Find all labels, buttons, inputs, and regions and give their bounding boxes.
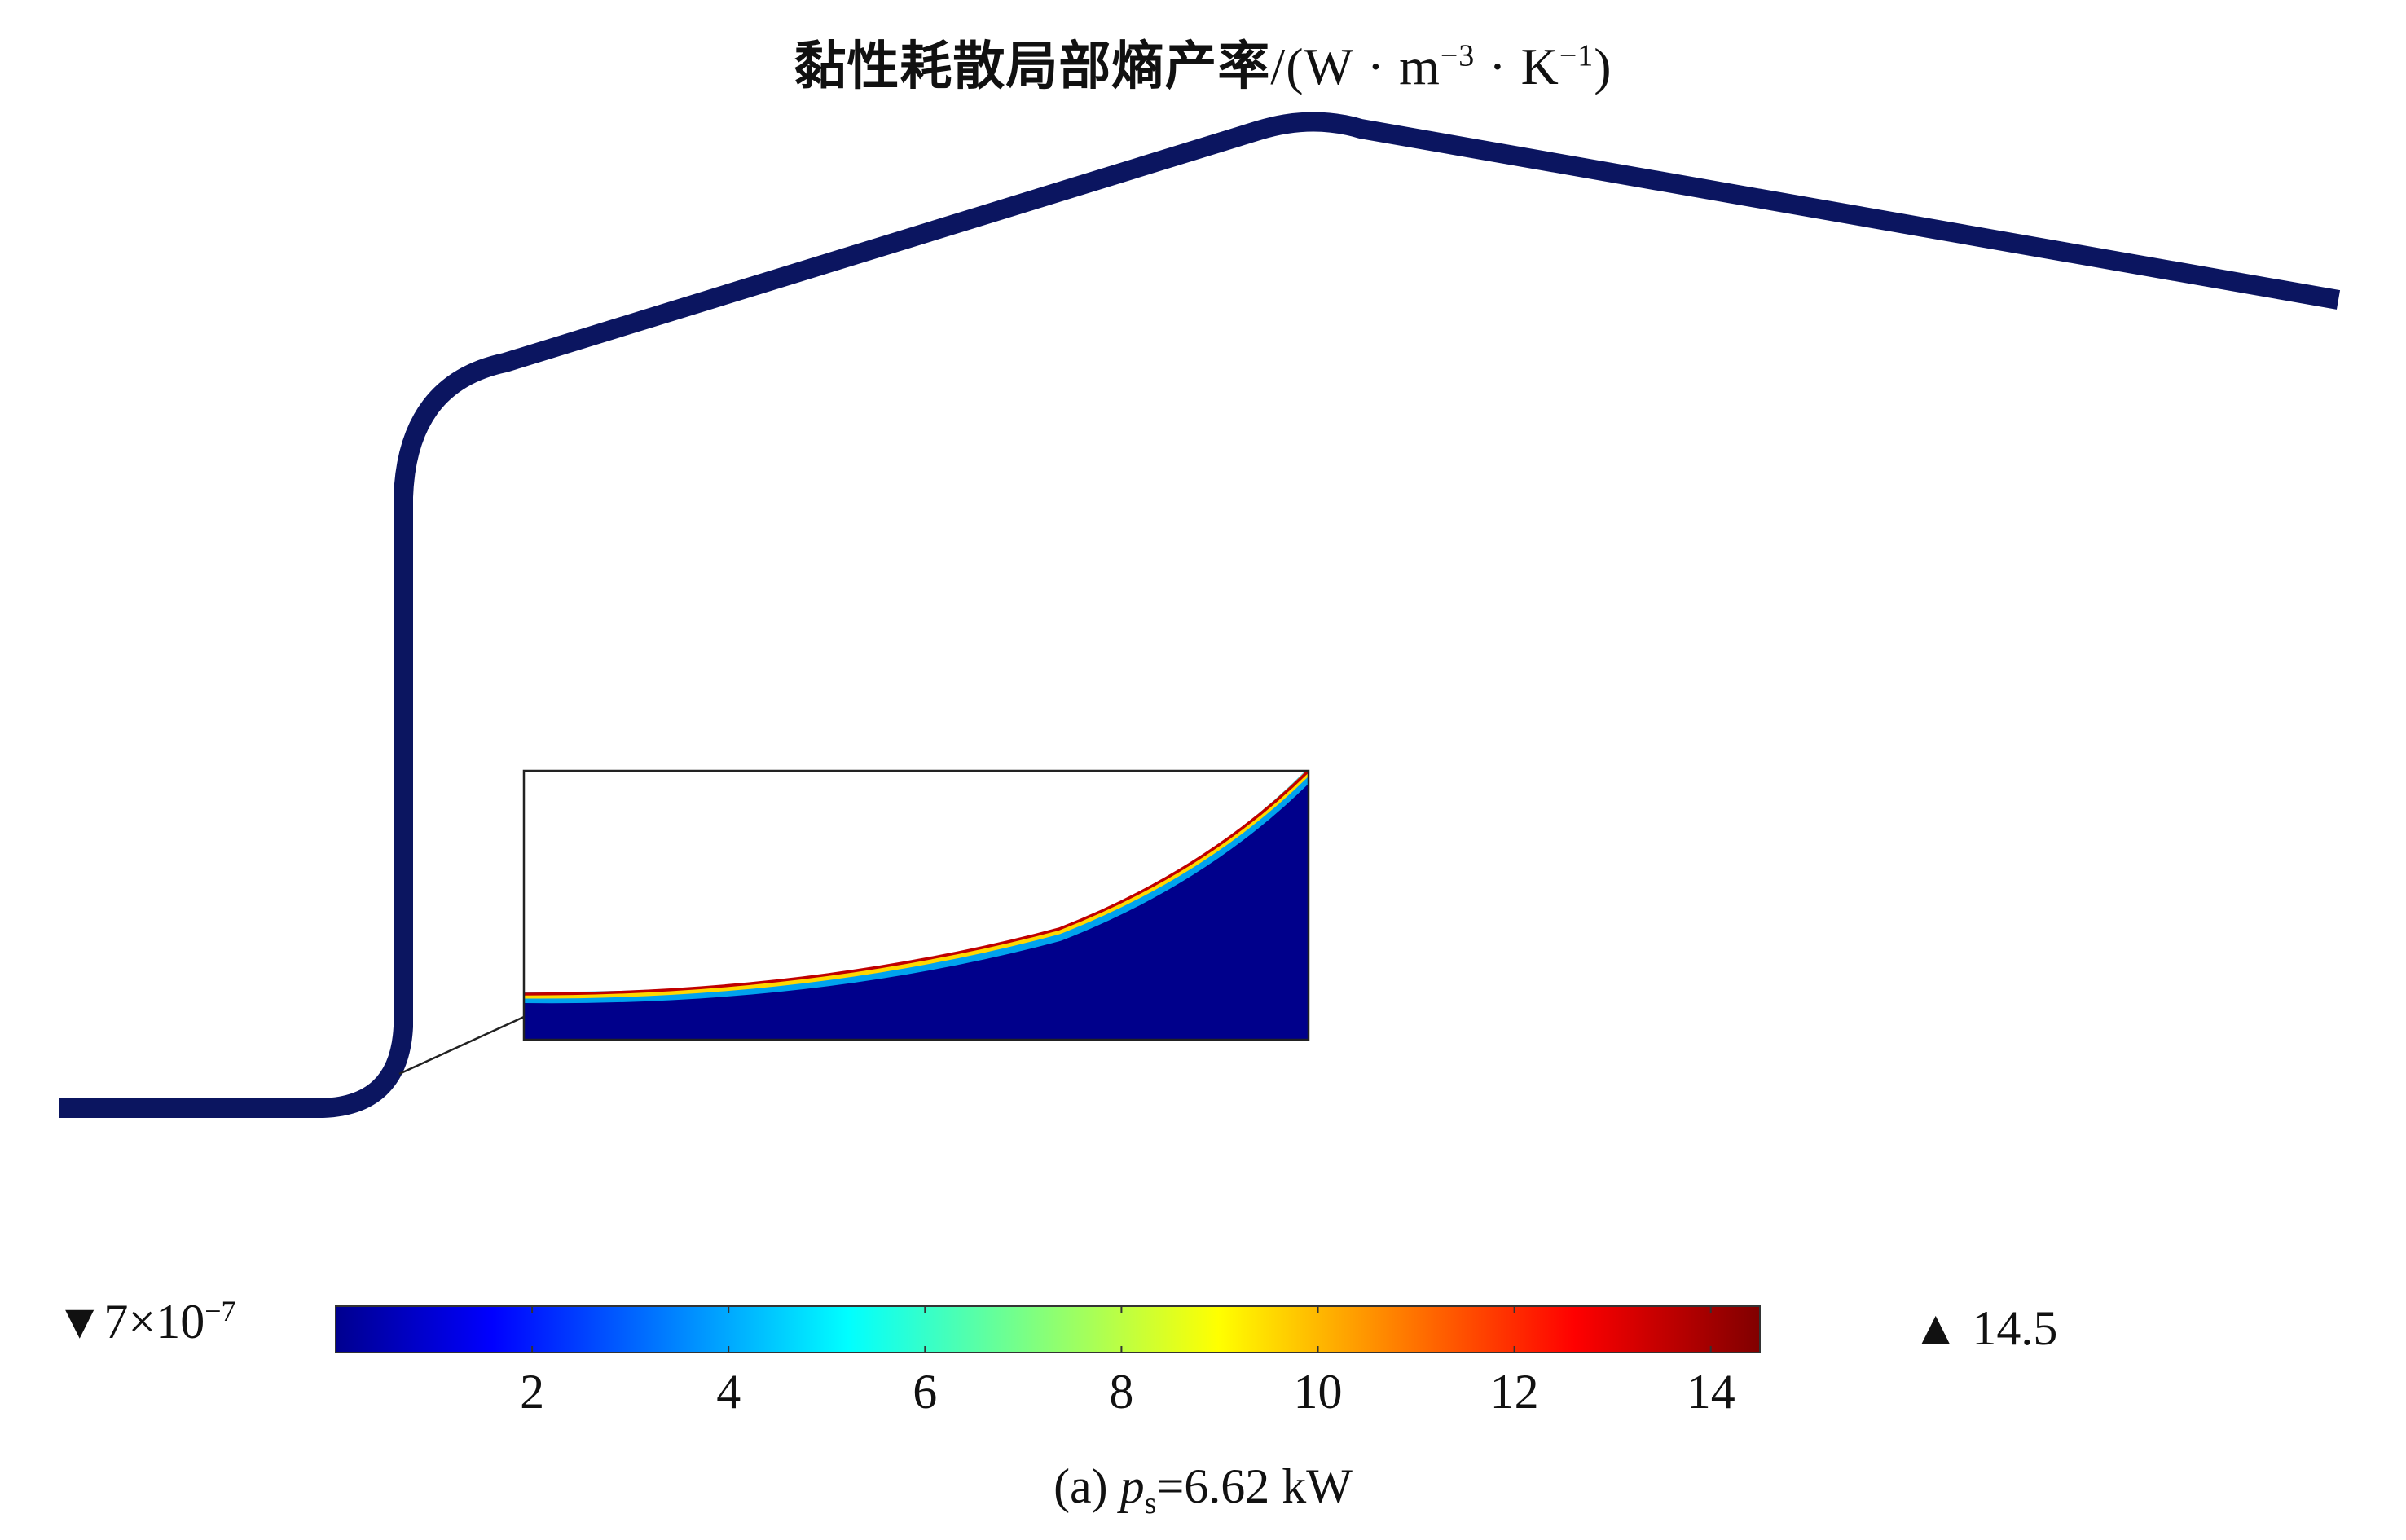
colorbar-tick-label: 4: [716, 1365, 741, 1419]
inset-gradient-red: [524, 771, 1309, 996]
zoom-leader-line: [398, 1015, 525, 1076]
colorbar-tick-label: 6: [913, 1365, 938, 1419]
colorbar-max-label: ▲ 14.5: [1911, 1301, 2058, 1355]
colorbar-min-label: ▼7×10−7: [55, 1295, 236, 1349]
colorbar-tick-label: 14: [1686, 1365, 1735, 1419]
colorbar-ticks: [531, 1306, 1712, 1353]
tube-profile: [59, 112, 2341, 1118]
title-quantity: 黏性耗散局部熵产率: [794, 37, 1271, 95]
colorbar-tick-label: 2: [520, 1365, 545, 1419]
figure-title: 黏性耗散局部熵产率/(W · m−3 · K−1): [0, 24, 2406, 99]
inset-gradient-yellow: [524, 771, 1309, 999]
colorbar: [335, 1305, 1761, 1353]
zoom-inset: [524, 771, 1309, 1040]
colorbar-tick-label: 8: [1109, 1365, 1134, 1419]
colorbar-tick-label: 12: [1489, 1365, 1539, 1419]
title-unit: /(W · m−3 · K−1): [1270, 37, 1612, 95]
inset-field-region: [524, 771, 1309, 1040]
zoom-inset-frame: [522, 769, 1310, 1041]
colorbar-tick-label: 10: [1293, 1365, 1343, 1419]
figure-caption: (a) ps=6.62 kW: [1053, 1459, 1353, 1520]
